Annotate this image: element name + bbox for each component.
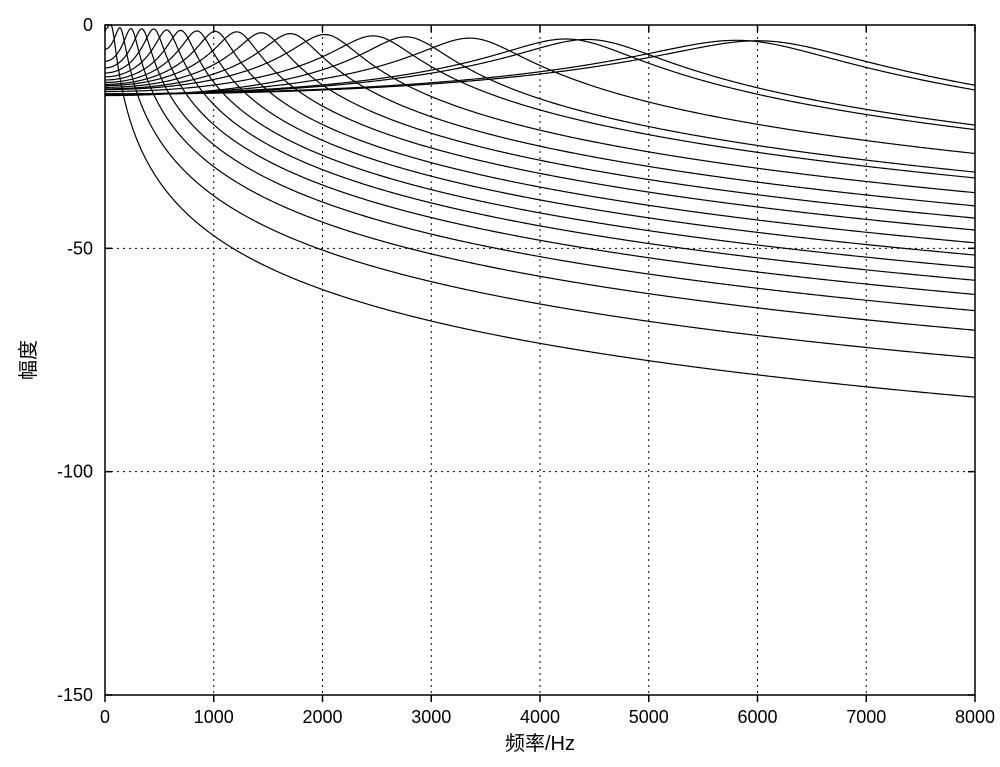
x-axis-label: 频率/Hz <box>505 732 575 755</box>
x-tick-label: 4000 <box>520 707 560 727</box>
chart-svg: 0 1000 2000 3000 4000 5000 6000 7000 8000 -150 -10… <box>0 0 1000 767</box>
x-tick-label: 0 <box>100 707 110 727</box>
y-tick-label: -150 <box>57 685 93 705</box>
y-tick-label: -100 <box>57 462 93 482</box>
x-tick-label: 1000 <box>194 707 234 727</box>
x-tick-label: 7000 <box>846 707 886 727</box>
y-tick-label: 0 <box>83 15 93 35</box>
x-tick-label: 5000 <box>629 707 669 727</box>
y-tick-label: -50 <box>67 238 93 258</box>
y-axis-label: 幅度 <box>17 340 40 380</box>
x-tick-label: 2000 <box>302 707 342 727</box>
x-tick-label: 8000 <box>955 707 995 727</box>
x-tick-label: 6000 <box>737 707 777 727</box>
x-tick-label: 3000 <box>411 707 451 727</box>
filterbank-chart: 0 1000 2000 3000 4000 5000 6000 7000 8000 -150 -10… <box>0 0 1000 767</box>
